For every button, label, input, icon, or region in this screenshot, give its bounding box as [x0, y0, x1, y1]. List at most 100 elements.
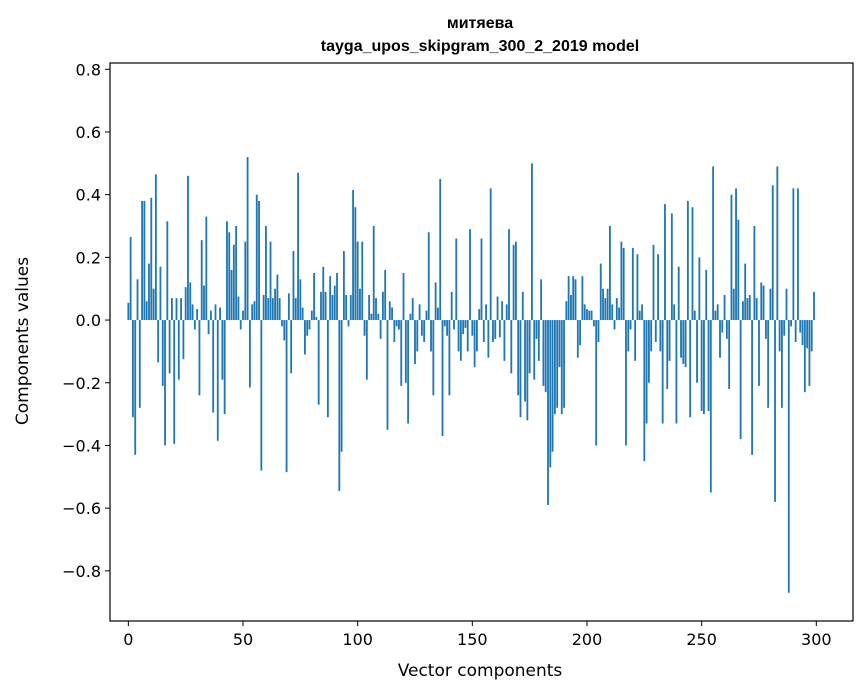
bar-59: [262, 294, 265, 321]
bar-35: [207, 320, 210, 335]
bar-51: [244, 241, 247, 321]
y-tick-label: −0.6: [62, 499, 101, 518]
bar-169: [514, 241, 517, 321]
bar-152: [476, 320, 478, 352]
bar-258: [719, 320, 721, 358]
bar-27: [189, 282, 192, 321]
bar-106: [370, 313, 373, 321]
bar-210: [609, 226, 611, 321]
bar-21: [175, 298, 178, 321]
bar-126: [416, 320, 419, 352]
bar-82: [315, 316, 318, 321]
bar-288: [787, 320, 790, 593]
bar-203: [592, 320, 595, 327]
bar-219: [629, 320, 632, 330]
bar-245: [689, 320, 692, 418]
bar-83: [317, 320, 320, 405]
bar-134: [434, 282, 437, 321]
bar-40: [219, 307, 221, 321]
bar-63: [271, 298, 274, 321]
bar-34: [205, 216, 208, 321]
bar-13: [157, 320, 160, 363]
bar-48: [237, 296, 240, 321]
bar-143: [455, 238, 458, 321]
y-axis-label: Components values: [13, 257, 33, 425]
bar-204: [595, 320, 598, 446]
bar-12: [154, 174, 157, 321]
bar-2: [132, 320, 134, 418]
bar-207: [602, 288, 604, 321]
bar-163: [501, 301, 504, 321]
bar-201: [588, 310, 591, 321]
bar-71: [290, 320, 293, 374]
bar-46: [232, 244, 235, 321]
bar-234: [664, 204, 666, 321]
x-axis-label: Vector components: [398, 661, 563, 681]
bar-263: [730, 194, 733, 321]
bar-251: [703, 320, 705, 415]
bar-90: [333, 285, 336, 321]
bar-242: [682, 320, 685, 364]
bar-249: [698, 257, 701, 321]
bar-286: [783, 320, 786, 336]
bar-255: [712, 166, 715, 321]
bar-187: [556, 320, 559, 408]
bar-144: [457, 320, 460, 352]
bar-19: [171, 298, 173, 321]
bar-87: [326, 320, 329, 418]
bar-231: [657, 254, 659, 321]
bar-259: [721, 320, 724, 333]
bar-168: [512, 244, 515, 321]
bar-148: [466, 320, 469, 352]
bar-181: [542, 320, 545, 386]
bar-209: [606, 288, 609, 321]
bar-97: [349, 294, 352, 321]
bar-173: [524, 320, 526, 402]
bar-25: [184, 287, 187, 321]
bar-79: [308, 320, 311, 330]
bar-215: [620, 241, 623, 321]
x-axis-ticks: 0 50 100 150 200 250 300: [123, 621, 832, 649]
bar-140: [448, 320, 451, 396]
x-tick-label: 0: [123, 630, 133, 649]
bar-170: [517, 320, 520, 396]
bar-112: [384, 269, 387, 321]
bar-254: [709, 320, 712, 493]
bar-58: [260, 320, 263, 471]
bar-262: [728, 320, 731, 390]
bar-16: [164, 320, 166, 446]
bar-186: [553, 320, 556, 415]
bar-182: [544, 320, 547, 393]
bar-109: [377, 313, 380, 321]
bar-236: [668, 320, 671, 361]
bar-235: [666, 320, 669, 390]
bar-199: [583, 304, 586, 321]
bar-139: [446, 320, 449, 336]
bar-290: [792, 188, 795, 321]
bar-279: [767, 320, 770, 408]
bar-217: [625, 320, 627, 446]
bar-223: [638, 310, 641, 321]
y-tick-label: −0.8: [62, 562, 101, 581]
bar-266: [737, 219, 740, 321]
bar-138: [443, 320, 446, 327]
bar-167: [510, 320, 513, 374]
bar-243: [684, 320, 687, 368]
bar-274: [755, 298, 758, 321]
bar-0: [127, 302, 130, 321]
bar-293: [799, 320, 802, 333]
bar-214: [618, 307, 621, 321]
bar-61: [267, 298, 270, 321]
bar-260: [723, 294, 726, 321]
bar-271: [748, 294, 751, 321]
bar-159: [492, 320, 494, 342]
bar-15: [161, 320, 164, 386]
bar-37: [212, 320, 215, 413]
bar-294: [801, 320, 804, 346]
bar-202: [590, 310, 593, 321]
bar-211: [611, 304, 614, 321]
bar-216: [622, 247, 625, 321]
bar-60: [265, 226, 267, 321]
bar-131: [427, 232, 430, 321]
bar-257: [716, 304, 719, 321]
